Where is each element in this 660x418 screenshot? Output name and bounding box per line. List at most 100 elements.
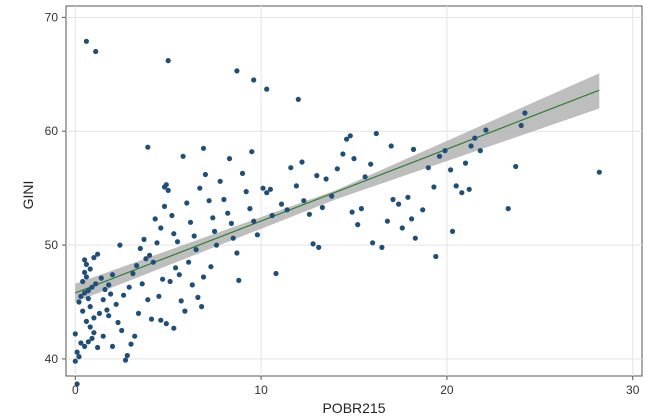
data-point <box>104 307 110 313</box>
data-point <box>193 247 199 253</box>
data-point <box>349 209 355 215</box>
data-point <box>448 167 454 173</box>
data-point <box>83 38 89 44</box>
data-point <box>433 253 439 260</box>
data-point <box>323 176 329 182</box>
data-point <box>87 266 93 272</box>
data-point <box>449 228 456 234</box>
data-point <box>93 281 99 287</box>
data-point <box>145 144 151 150</box>
data-point <box>143 256 149 262</box>
data-point <box>195 294 201 300</box>
data-point <box>152 216 158 222</box>
fit-line <box>75 89 600 294</box>
y-tick-label: 60 <box>45 124 59 138</box>
x-tick-label: 30 <box>626 383 640 397</box>
data-point <box>154 240 160 246</box>
data-point <box>425 165 431 171</box>
data-point <box>522 110 528 116</box>
data-point <box>74 381 80 387</box>
data-point <box>362 174 368 180</box>
data-point <box>208 264 214 270</box>
data-point <box>171 325 177 331</box>
data-point <box>191 233 197 239</box>
data-point <box>134 263 140 269</box>
data-point <box>174 239 181 245</box>
data-point <box>121 292 127 298</box>
data-point <box>87 304 93 310</box>
data-point <box>137 245 143 252</box>
data-point <box>210 215 216 221</box>
data-point <box>93 48 99 55</box>
data-point <box>161 184 168 190</box>
data-point <box>85 296 91 302</box>
data-point <box>113 301 119 307</box>
data-point <box>128 341 134 347</box>
y-tick-label: 70 <box>45 10 59 24</box>
data-point <box>462 160 469 166</box>
data-point <box>74 349 80 355</box>
data-point <box>100 333 106 339</box>
data-point <box>80 308 86 314</box>
data-point <box>334 166 340 172</box>
data-point <box>102 286 108 293</box>
data-point <box>596 169 602 175</box>
data-point <box>117 242 123 248</box>
data-point <box>82 269 88 275</box>
data-point <box>171 231 177 237</box>
data-point <box>109 272 116 278</box>
data-point <box>370 240 376 246</box>
data-point <box>132 333 138 339</box>
data-point <box>347 133 353 139</box>
data-point <box>264 190 270 196</box>
data-point <box>124 352 130 359</box>
x-tick-label: 0 <box>72 383 79 397</box>
y-axis-title: GINI <box>20 181 36 210</box>
data-point <box>150 259 156 265</box>
data-point <box>390 196 396 203</box>
data-point <box>167 278 173 285</box>
data-point <box>83 261 89 267</box>
data-point <box>239 170 246 176</box>
data-point <box>158 317 164 323</box>
data-point <box>226 156 233 162</box>
data-point <box>388 143 394 149</box>
data-point <box>243 189 249 195</box>
confidence-band-group <box>75 73 600 302</box>
fit-line-group <box>75 89 600 294</box>
data-point <box>156 293 162 299</box>
data-point <box>199 304 205 310</box>
data-point <box>351 156 357 162</box>
data-point <box>87 324 93 330</box>
data-point <box>420 207 426 213</box>
data-point <box>176 272 182 278</box>
x-tick-label: 10 <box>254 383 268 397</box>
y-tick-label: 50 <box>45 238 59 252</box>
x-tick-label: 20 <box>440 383 454 397</box>
data-point <box>95 251 101 257</box>
data-point <box>78 293 84 299</box>
data-point <box>505 206 511 212</box>
data-point <box>122 357 129 363</box>
data-point <box>466 186 472 192</box>
data-point <box>310 241 316 247</box>
data-point <box>217 178 223 184</box>
data-point <box>145 297 151 303</box>
data-point <box>468 143 474 149</box>
data-point <box>148 316 155 322</box>
data-point <box>340 151 346 157</box>
data-point <box>306 211 312 217</box>
data-point <box>412 235 418 241</box>
data-point <box>165 187 171 193</box>
data-point <box>254 232 260 238</box>
data-point <box>184 200 190 206</box>
data-point <box>72 331 78 337</box>
data-point <box>83 318 89 324</box>
data-point <box>472 135 478 141</box>
data-point <box>269 212 275 219</box>
data-point <box>379 244 385 250</box>
data-point <box>221 196 227 203</box>
data-point <box>384 218 390 224</box>
data-point <box>396 201 402 207</box>
